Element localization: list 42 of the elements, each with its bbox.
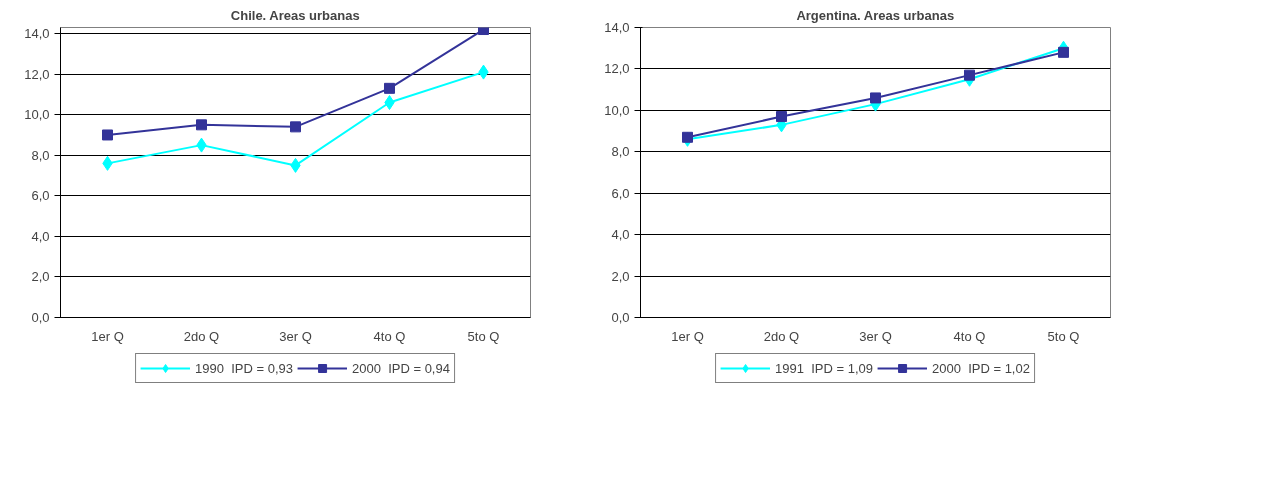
x-tick-label: 3er Q: [859, 328, 892, 344]
legend-label: 1990 IPD = 0,93: [195, 360, 293, 376]
y-tick-label: 4,0: [611, 227, 630, 243]
y-tick-label: 12,0: [604, 61, 630, 77]
y-tick-label: 2,0: [31, 269, 50, 285]
legend-label: 2000 IPD = 1,02: [932, 360, 1030, 376]
y-tick-label: 6,0: [31, 188, 50, 204]
x-tick-label: 5to Q: [1047, 328, 1080, 344]
legend-label: 2000 IPD = 0,94: [352, 360, 450, 376]
point: [964, 69, 975, 81]
x-tick-label: 2do Q: [183, 328, 220, 344]
x-tick-label: 3er Q: [279, 328, 312, 344]
point: [776, 111, 787, 123]
point: [478, 27, 489, 36]
y-tick-label: 14,0: [24, 26, 50, 42]
point: [102, 129, 113, 141]
x-tick-label: 5to Q: [467, 328, 500, 344]
y-tick-label: 0,0: [611, 310, 630, 325]
point: [384, 82, 395, 94]
y-tick-label: 12,0: [24, 66, 50, 82]
x-tick-label: 4to Q: [953, 328, 986, 344]
y-tick-label: 14,0: [604, 20, 630, 35]
x-tick-label: 4to Q: [373, 328, 406, 344]
y-tick-label: 4,0: [31, 228, 50, 244]
y-tick-label: 10,0: [604, 102, 630, 118]
chart-title: Chile. Areas urbanas: [230, 7, 360, 23]
point: [290, 121, 301, 133]
x-tick-label: 1er Q: [671, 328, 704, 344]
x-tick-label: 1er Q: [91, 328, 124, 344]
point: [870, 92, 881, 104]
point: [682, 131, 693, 143]
y-tick-label: 8,0: [31, 147, 50, 163]
y-tick-label: 6,0: [611, 185, 630, 201]
chart-title: Argentina. Areas urbanas: [796, 7, 955, 23]
y-tick-label: 2,0: [611, 268, 630, 284]
point: [196, 119, 207, 131]
y-tick-label: 0,0: [31, 310, 50, 325]
x-tick-label: 2do Q: [763, 328, 800, 344]
legend-label: 1991 IPD = 1,09: [775, 360, 873, 376]
y-tick-label: 8,0: [611, 144, 630, 160]
point: [1058, 46, 1069, 58]
y-tick-label: 10,0: [24, 107, 50, 123]
